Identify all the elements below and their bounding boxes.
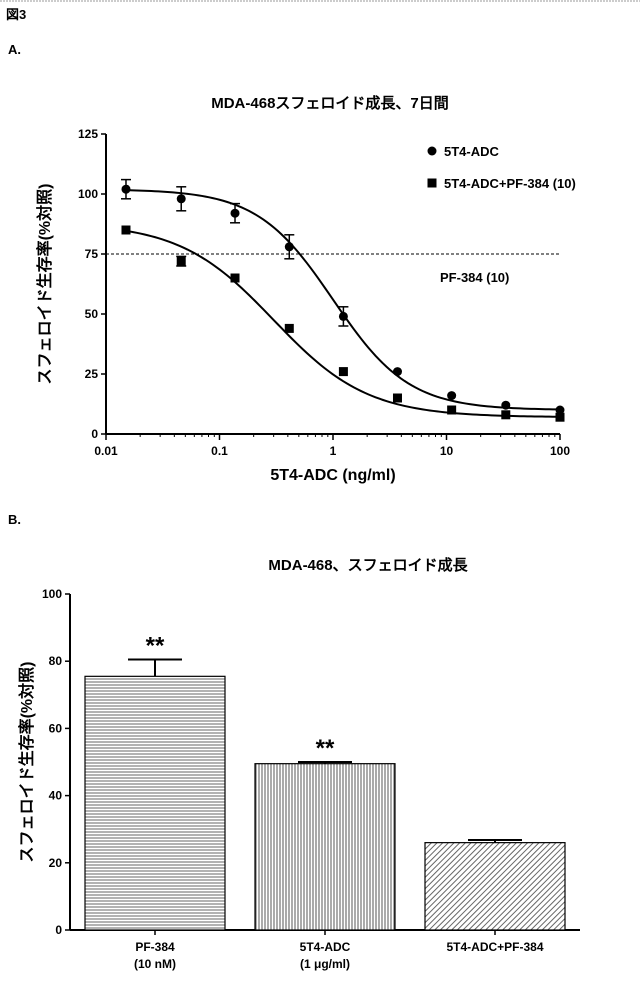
chart-a-y-tick-label: 25 (85, 367, 99, 381)
chart-a-x-tick-label: 1 (330, 444, 337, 458)
category-label-sub: (1 μg/ml) (300, 957, 350, 971)
chart-a-x-axis-label: 5T4-ADC (ng/ml) (270, 467, 395, 484)
legend-marker-square (428, 179, 437, 188)
chart-b-title: MDA-468、スフェロイド成長 (268, 556, 468, 574)
series-2-point (285, 324, 294, 333)
chart-a-x-tick-label: 100 (550, 444, 570, 458)
series-1-point (393, 367, 402, 376)
chart-a-reference-label: PF-384 (10) (440, 270, 509, 285)
chart-a-y-tick-label: 100 (78, 187, 98, 201)
legend-marker-circle (428, 147, 437, 156)
series-2-point (447, 406, 456, 415)
series-1-point (339, 312, 348, 321)
significance-marker: ** (146, 633, 165, 660)
chart-b-y-tick-label: 40 (49, 789, 63, 803)
chart-a-title: MDA-468スフェロイド成長、7日間 (211, 94, 449, 112)
chart-a-y-tick-label: 75 (85, 247, 99, 261)
chart-a-x-tick-label: 0.1 (211, 444, 228, 458)
chart-a-x-tick-label: 0.01 (94, 444, 118, 458)
chart-a-dose-response: MDA-468スフェロイド成長、7日間 0 25 50 75 100 125 0.01 0.1 1… (35, 94, 576, 484)
series-1-point (501, 401, 510, 410)
series-2-point (231, 274, 240, 283)
series-1-point (447, 391, 456, 400)
series-1-point (231, 209, 240, 218)
legend-label: 5T4-ADC (444, 144, 500, 159)
series-2-point (121, 226, 130, 235)
chart-b-bar: MDA-468、スフェロイド成長 0 20 40 60 80 100 スフェロイド生存率(%対… (17, 556, 580, 971)
series-1-point (177, 194, 186, 203)
chart-a-y-tick-label: 0 (91, 427, 98, 441)
category-label: 5T4-ADC+PF-384 (446, 940, 543, 954)
series-2-point (339, 367, 348, 376)
category-label: 5T4-ADC (300, 940, 351, 954)
bar (425, 843, 565, 930)
bar (85, 676, 225, 930)
series-1-point (285, 242, 294, 251)
series-1-point (121, 185, 130, 194)
chart-a-x-tick-label: 10 (440, 444, 454, 458)
series-2-point (501, 410, 510, 419)
chart-b-y-tick-label: 60 (49, 721, 63, 735)
legend-label: 5T4-ADC+PF-384 (10) (444, 176, 576, 191)
series-2-point (556, 413, 565, 422)
bar (255, 764, 395, 930)
significance-marker: ** (316, 735, 335, 762)
chart-a-y-tick-label: 50 (85, 307, 99, 321)
chart-b-y-tick-label: 100 (42, 587, 62, 601)
chart-b-y-tick-label: 80 (49, 654, 63, 668)
chart-a-y-axis-label: スフェロイド生存率(%対照) (35, 184, 54, 385)
series-1-fit-curve (126, 190, 560, 409)
series-2-point (177, 257, 186, 266)
chart-a-y-tick-label: 125 (78, 127, 98, 141)
series-2-point (393, 394, 402, 403)
chart-b-y-tick-label: 0 (55, 923, 62, 937)
category-label-sub: (10 nM) (134, 957, 176, 971)
category-label: PF-384 (135, 940, 175, 954)
chart-b-y-tick-label: 20 (49, 856, 63, 870)
chart-b-y-axis-label: スフェロイド生存率(%対照) (17, 662, 36, 863)
